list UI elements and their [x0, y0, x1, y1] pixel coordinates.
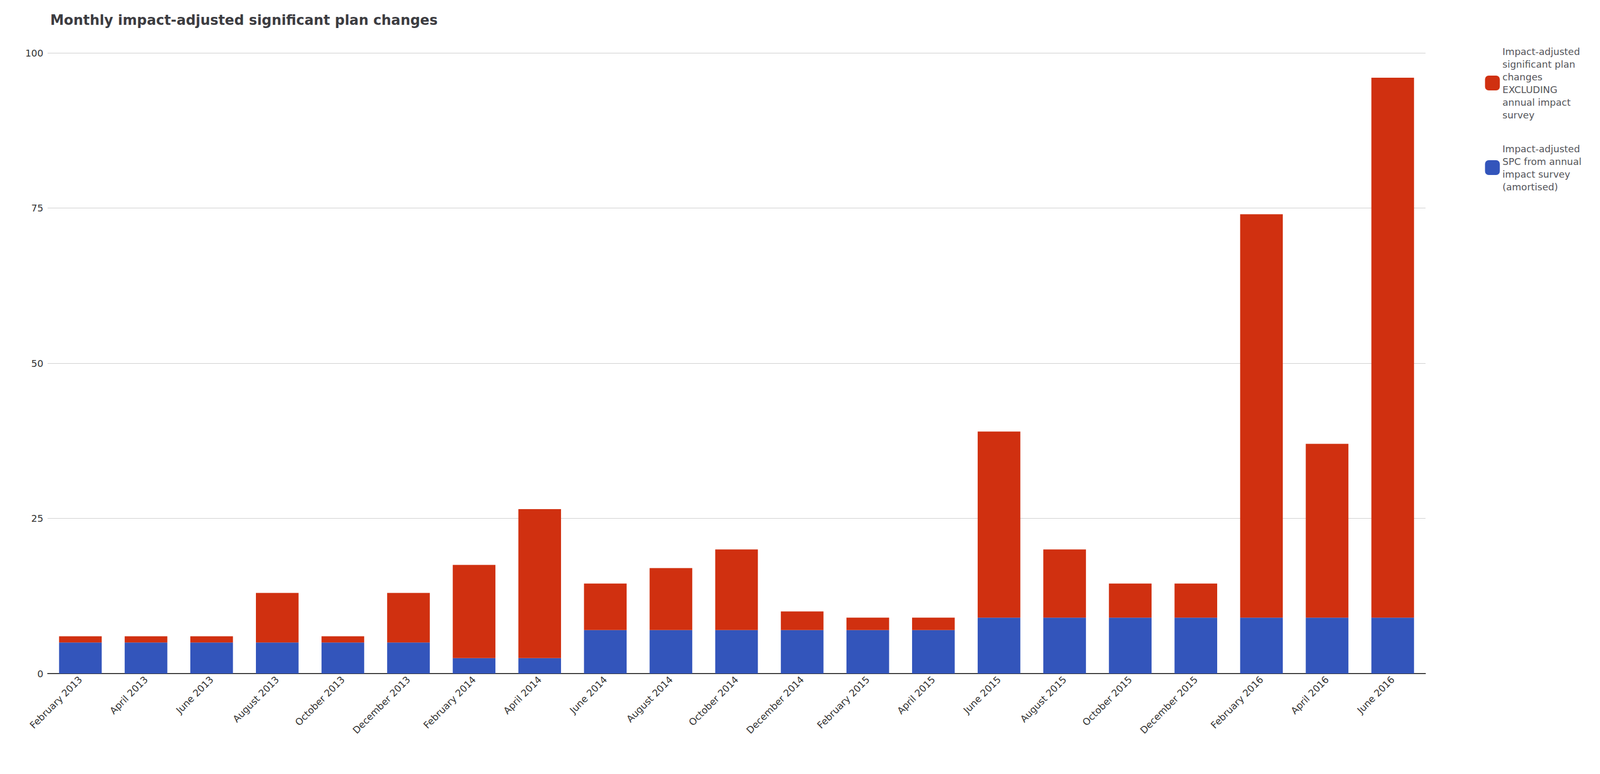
svg-text:February 2016: February 2016: [1208, 674, 1266, 732]
svg-text:February 2013: February 2013: [27, 674, 85, 732]
svg-text:Impact-adjusted: Impact-adjusted: [1502, 143, 1581, 155]
svg-text:June 2014: June 2014: [567, 674, 610, 717]
svg-text:survey: survey: [1502, 109, 1535, 121]
svg-text:annual impact: annual impact: [1502, 96, 1571, 108]
svg-text:August 2014: August 2014: [624, 674, 676, 725]
svg-text:October 2013: October 2013: [292, 674, 347, 729]
svg-text:August 2015: August 2015: [1017, 674, 1069, 725]
svg-text:June 2015: June 2015: [960, 674, 1004, 717]
svg-text:75: 75: [31, 202, 44, 214]
svg-text:100: 100: [25, 47, 44, 59]
svg-text:(amortised): (amortised): [1502, 181, 1559, 193]
svg-text:June 2016: June 2016: [1354, 674, 1397, 717]
svg-text:August 2013: August 2013: [230, 674, 282, 725]
svg-text:February 2014: February 2014: [420, 674, 478, 732]
svg-text:June 2013: June 2013: [173, 674, 216, 717]
svg-text:April 2016: April 2016: [1288, 674, 1331, 717]
svg-text:changes: changes: [1502, 71, 1543, 83]
svg-text:April 2015: April 2015: [894, 674, 937, 717]
svg-text:Monthly impact-adjusted signif: Monthly impact-adjusted significant plan…: [50, 12, 438, 29]
svg-text:October 2014: October 2014: [686, 674, 741, 729]
svg-text:impact survey: impact survey: [1502, 168, 1571, 180]
svg-text:April 2013: April 2013: [107, 674, 150, 717]
svg-text:December 2014: December 2014: [743, 674, 806, 737]
svg-text:EXCLUDING: EXCLUDING: [1502, 84, 1558, 96]
svg-text:October 2015: October 2015: [1080, 674, 1135, 729]
svg-text:0: 0: [37, 668, 44, 680]
svg-text:December 2013: December 2013: [350, 674, 413, 737]
svg-text:25: 25: [31, 512, 44, 524]
svg-text:significant plan: significant plan: [1502, 58, 1576, 70]
svg-text:50: 50: [31, 357, 44, 370]
svg-text:February 2015: February 2015: [814, 674, 872, 732]
svg-text:December 2015: December 2015: [1137, 674, 1200, 737]
svg-text:SPC from annual: SPC from annual: [1502, 155, 1582, 168]
svg-text:Impact-adjusted: Impact-adjusted: [1502, 46, 1581, 58]
svg-text:April 2014: April 2014: [501, 674, 544, 717]
